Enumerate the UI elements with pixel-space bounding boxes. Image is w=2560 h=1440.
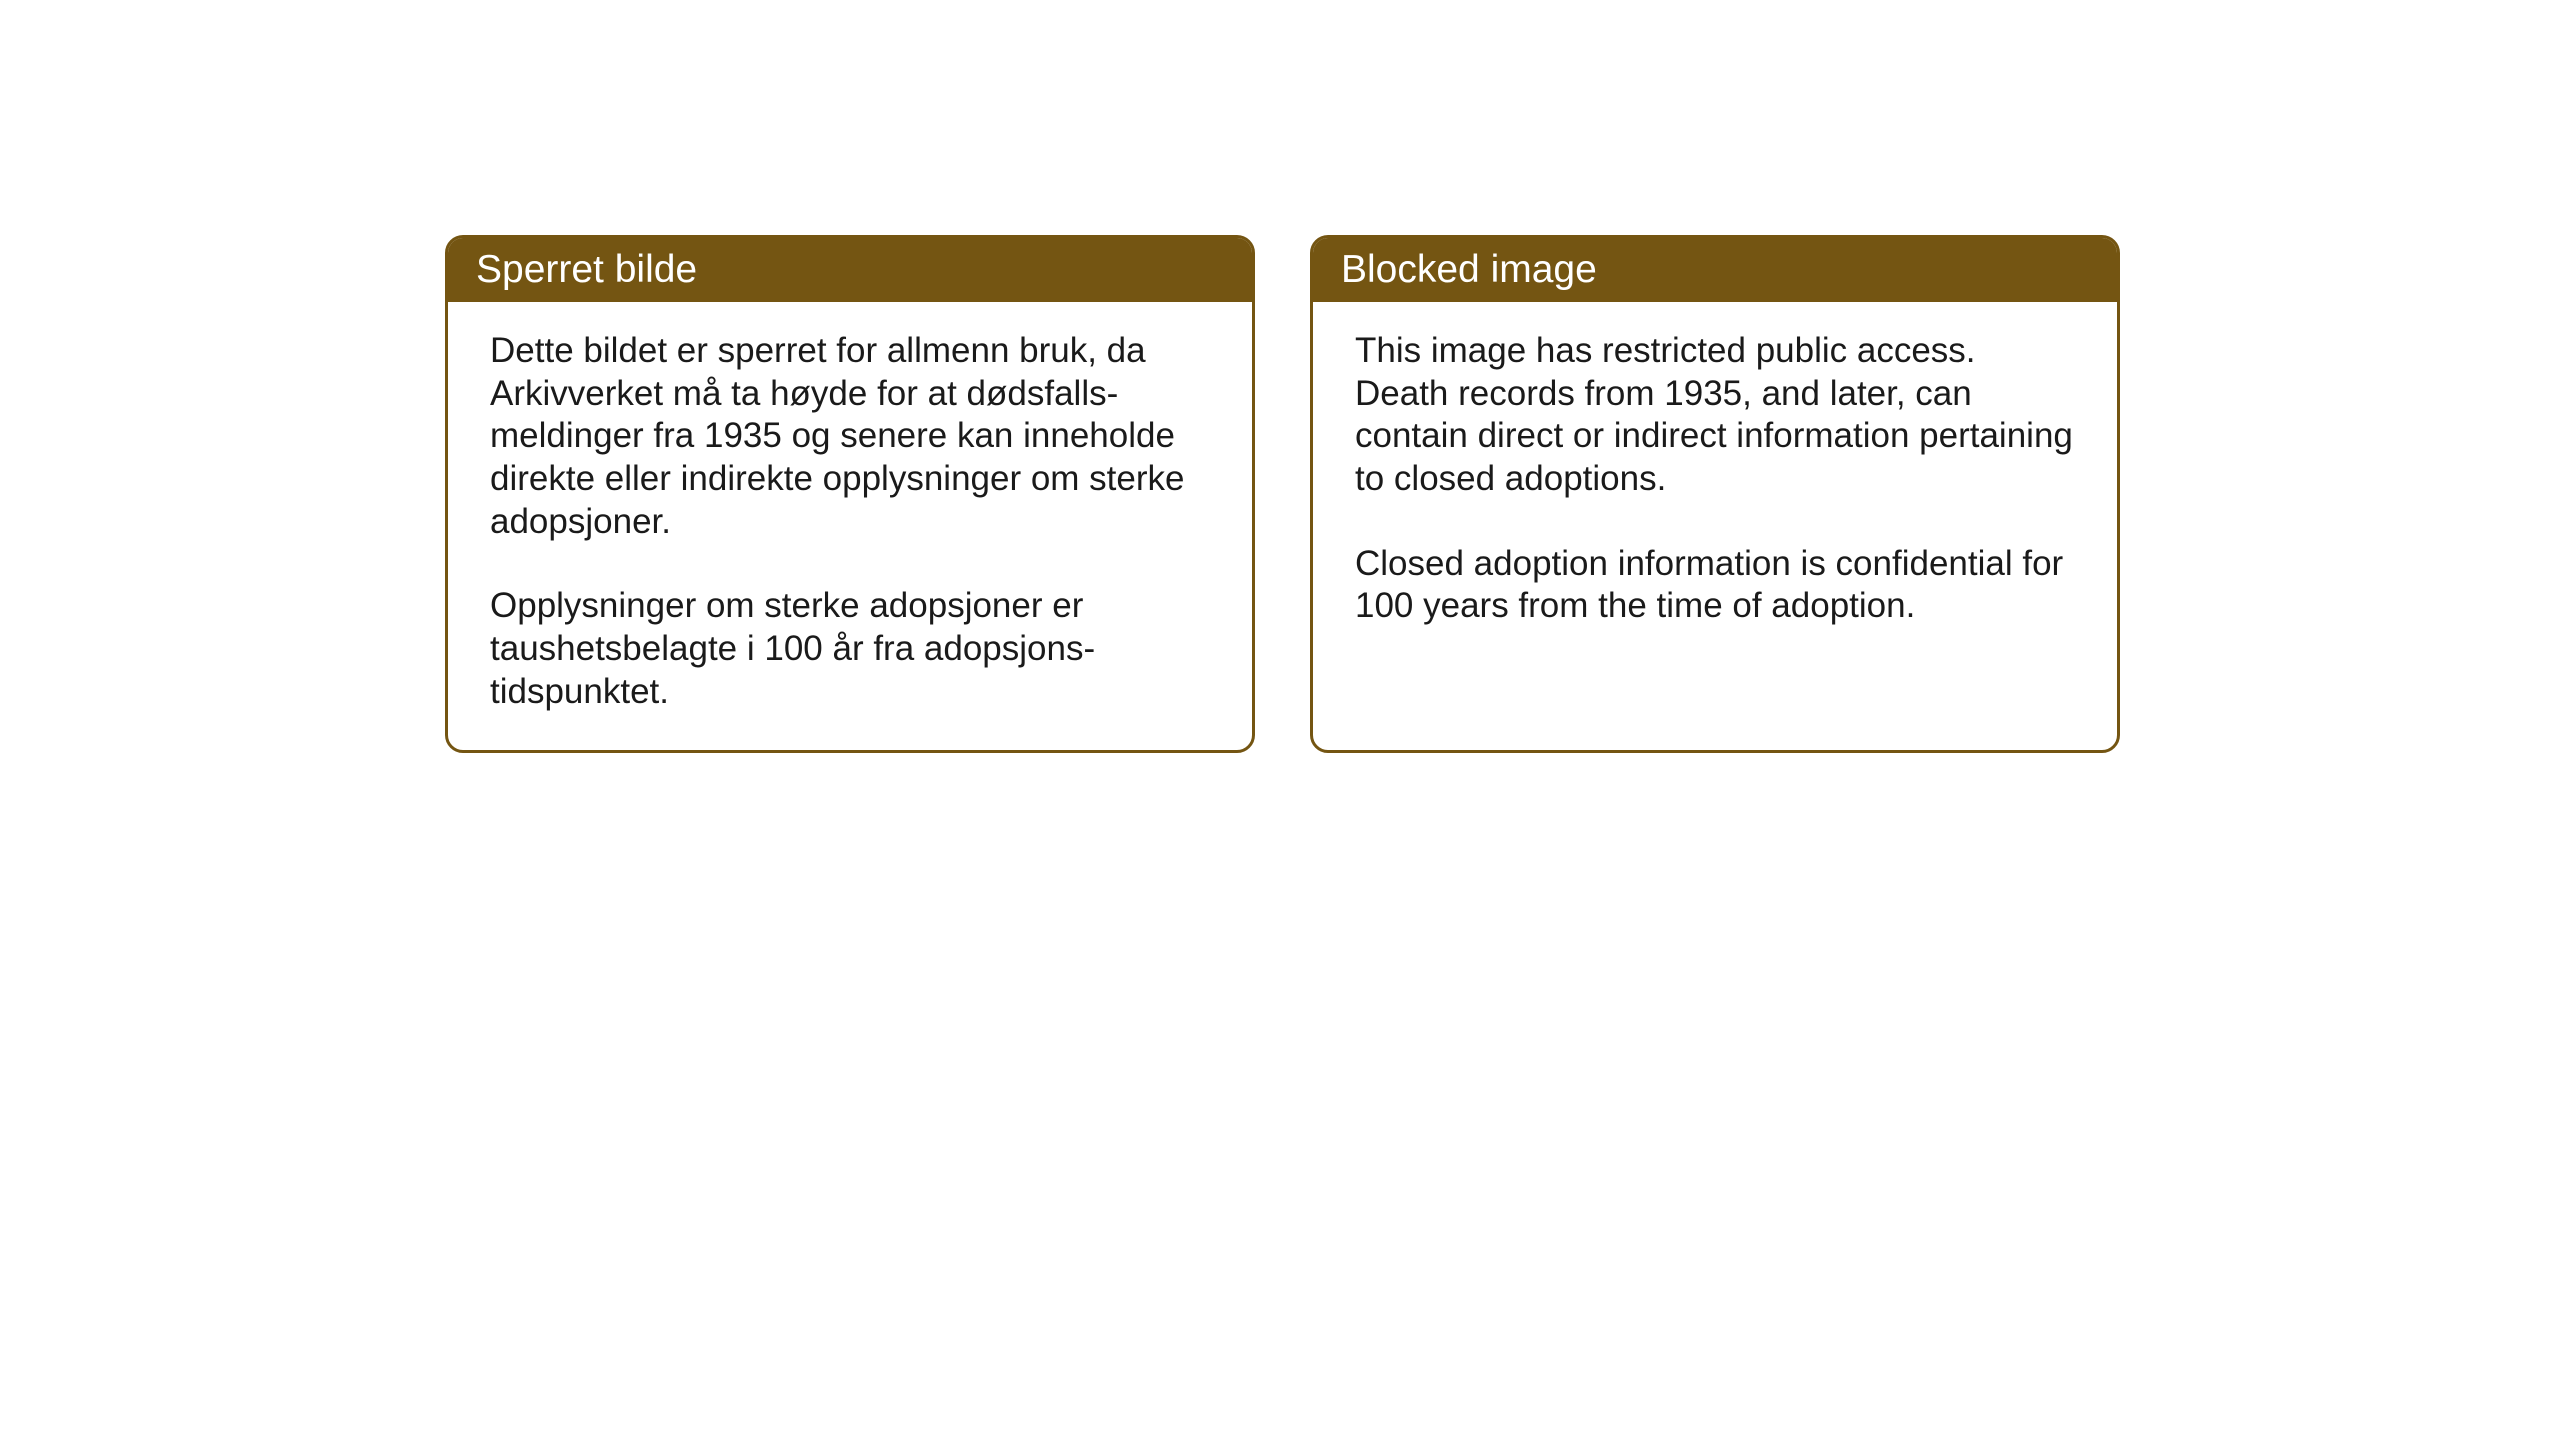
card-header-english: Blocked image: [1313, 238, 2117, 302]
notice-card-english: Blocked image This image has restricted …: [1310, 235, 2120, 753]
card-title: Sperret bilde: [476, 248, 697, 291]
notice-container: Sperret bilde Dette bildet er sperret fo…: [445, 235, 2120, 753]
notice-card-norwegian: Sperret bilde Dette bildet er sperret fo…: [445, 235, 1255, 753]
notice-paragraph: Closed adoption information is confident…: [1355, 543, 2075, 628]
notice-paragraph: Dette bildet er sperret for allmenn bruk…: [490, 330, 1210, 543]
notice-paragraph: Opplysninger om sterke adopsjoner er tau…: [490, 585, 1210, 713]
notice-paragraph: This image has restricted public access.…: [1355, 330, 2075, 501]
card-title: Blocked image: [1341, 248, 1597, 291]
card-body-english: This image has restricted public access.…: [1313, 302, 2117, 692]
card-body-norwegian: Dette bildet er sperret for allmenn bruk…: [448, 302, 1252, 750]
card-header-norwegian: Sperret bilde: [448, 238, 1252, 302]
